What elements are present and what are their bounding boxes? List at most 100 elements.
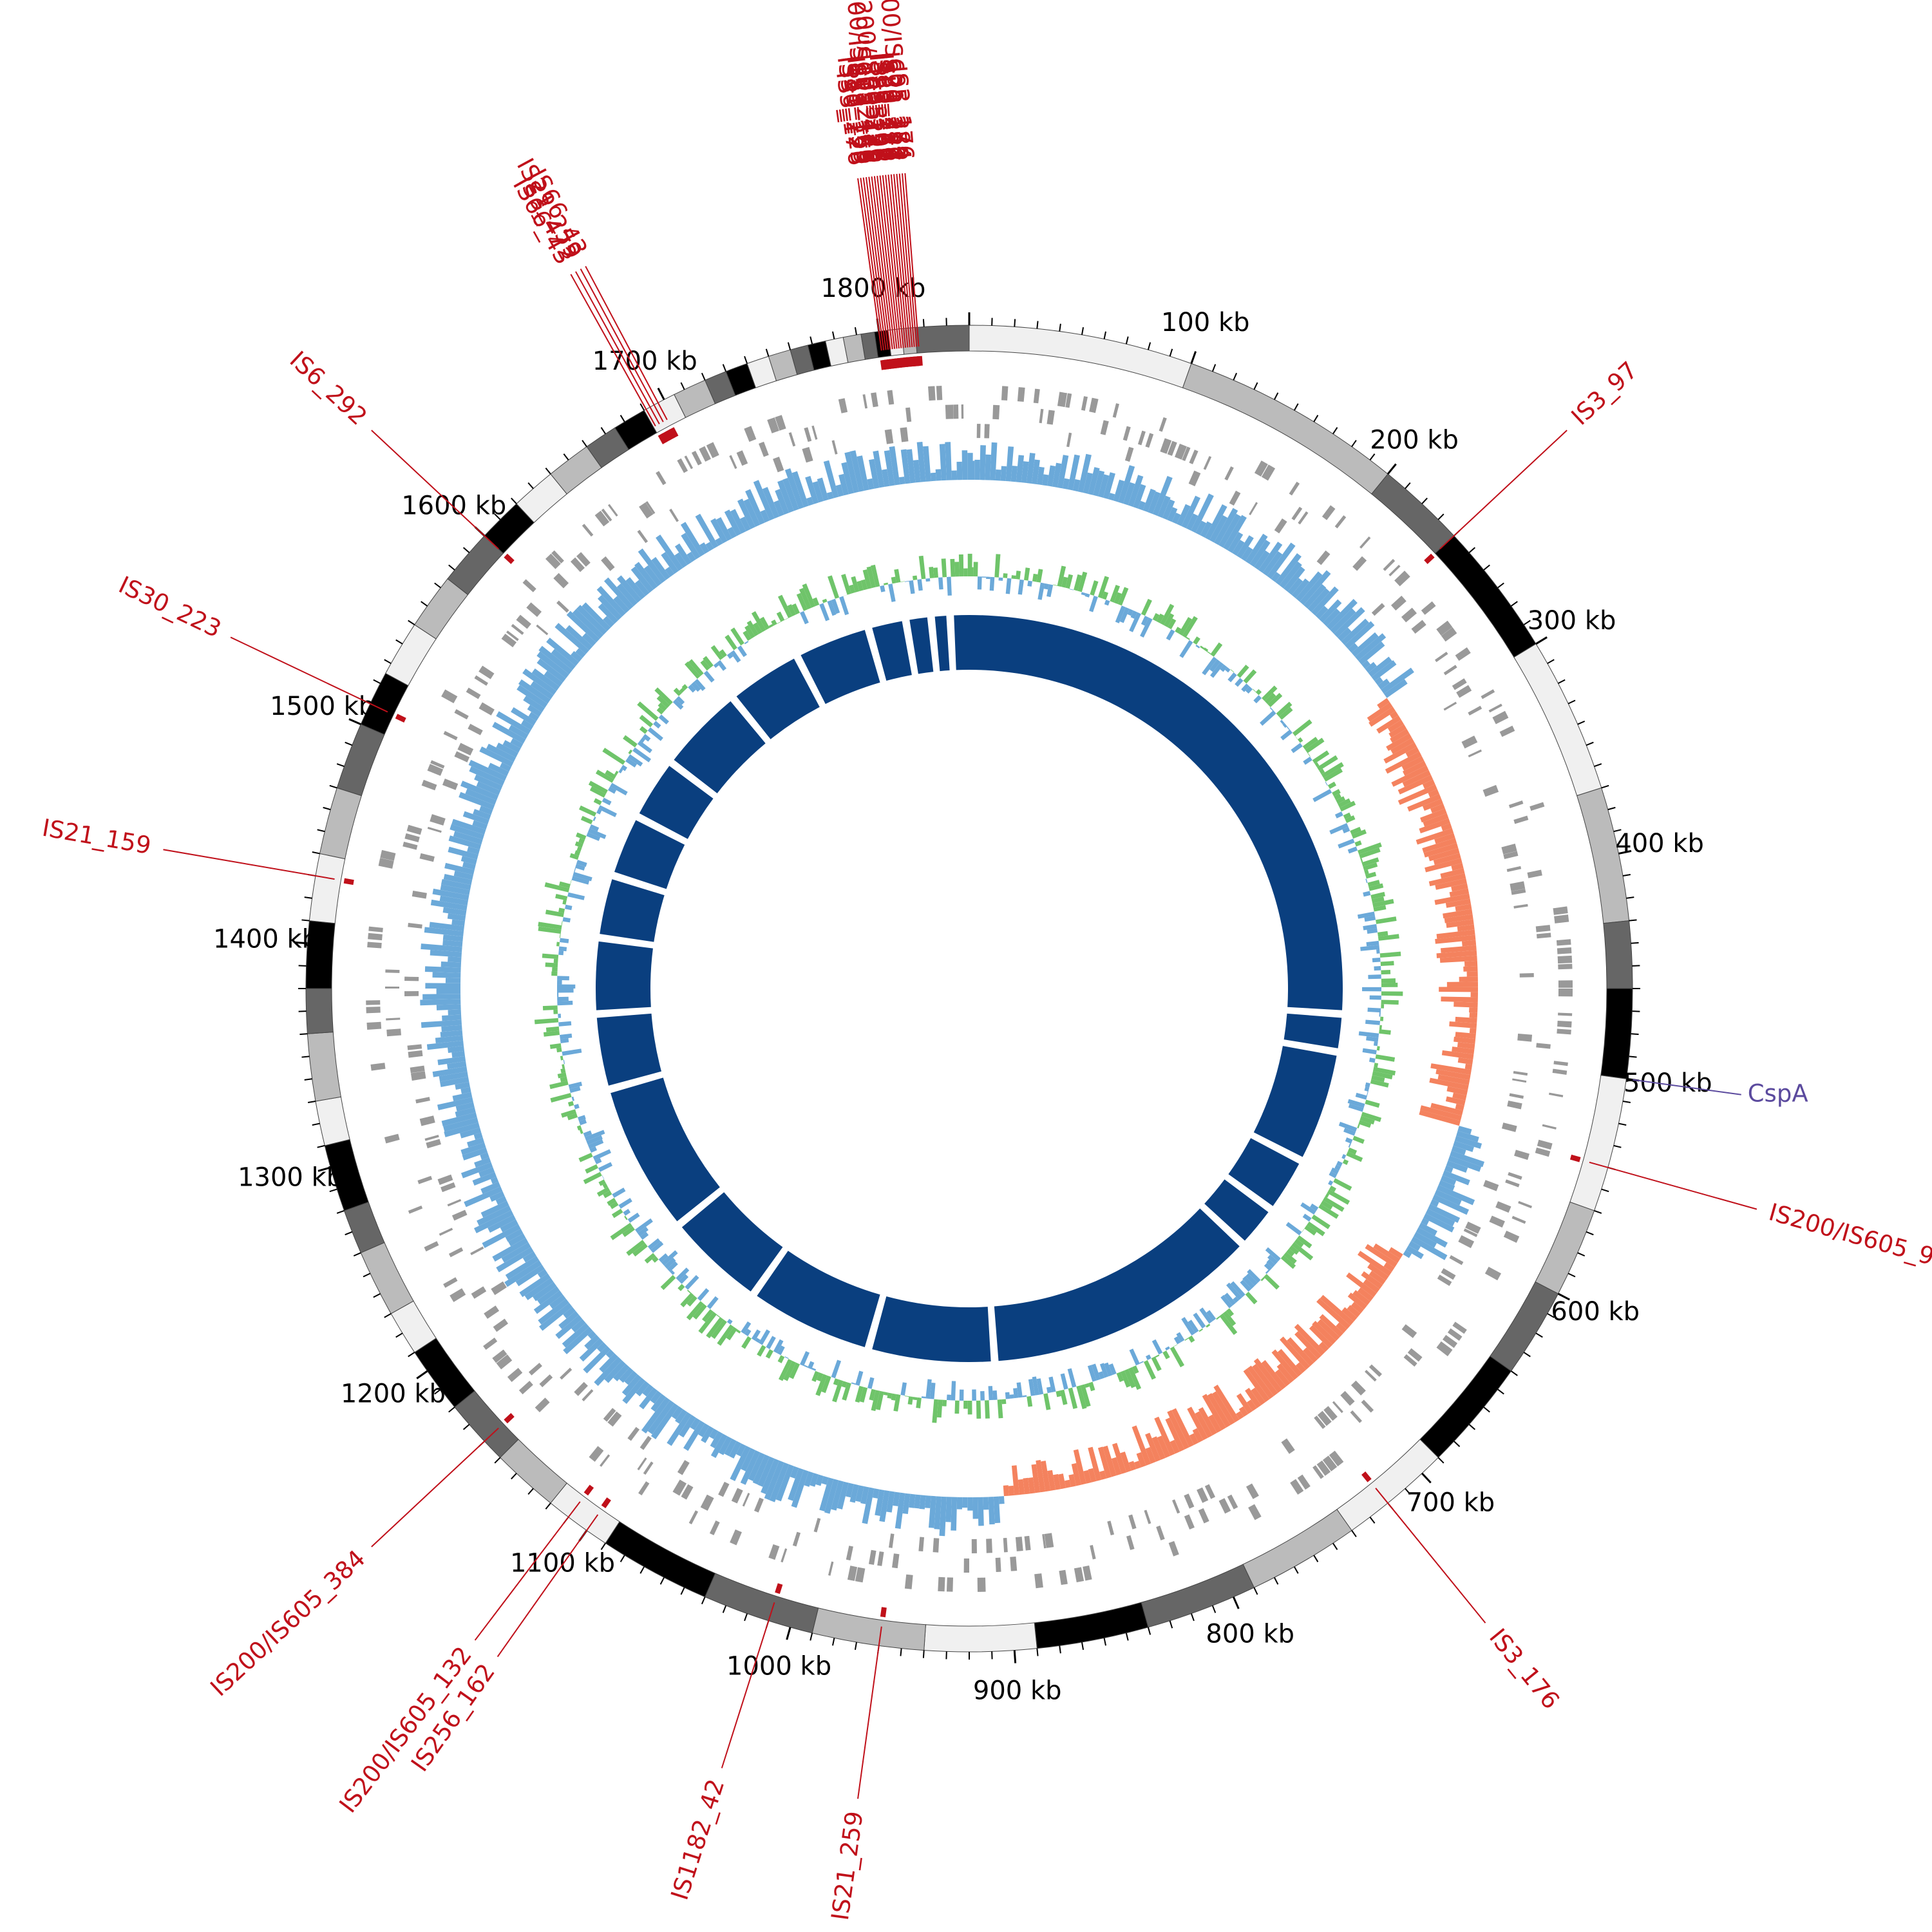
gc-content-bar xyxy=(777,594,793,618)
scale-tick xyxy=(922,319,925,327)
cds-block xyxy=(1254,460,1268,477)
gc-skew-bar xyxy=(571,650,583,663)
gc-skew-bar xyxy=(1274,1369,1291,1387)
gc-content-bar xyxy=(1341,1154,1347,1159)
gc-content-bar xyxy=(700,659,710,671)
gc-skew-bar xyxy=(1186,513,1198,531)
cds-block xyxy=(1332,1401,1343,1414)
gc-content-bar xyxy=(1365,1019,1381,1025)
cds-block xyxy=(385,969,400,973)
scale-tick xyxy=(545,1502,551,1510)
gc-content-bar xyxy=(612,1188,626,1198)
gc-content-bar xyxy=(1357,911,1375,919)
gc-skew-bar xyxy=(928,1495,936,1528)
cds-block xyxy=(656,471,667,486)
gc-skew-bar xyxy=(584,1334,600,1350)
gc-skew-bar xyxy=(821,1475,829,1485)
gc-content-bar xyxy=(658,702,667,712)
gc-skew-bar xyxy=(956,1497,963,1510)
gc-content-bar xyxy=(578,1115,586,1122)
cds-block xyxy=(637,529,649,544)
gc-skew-bar xyxy=(884,450,895,486)
cds-block xyxy=(601,508,612,522)
gc-content-bar xyxy=(1027,580,1032,587)
gc-skew-bar xyxy=(695,513,719,549)
cds-block xyxy=(1145,433,1154,448)
scale-tick xyxy=(1081,327,1084,336)
scale-label: 400 kb xyxy=(1615,829,1704,858)
gc-skew-bar xyxy=(1319,1314,1344,1338)
scale-tick xyxy=(854,327,857,336)
cds-block xyxy=(1507,1100,1522,1110)
gc-content-bar xyxy=(1373,1066,1396,1075)
scale-tick xyxy=(1622,1101,1631,1104)
gc-skew-bar xyxy=(1041,1461,1051,1492)
cds-block xyxy=(1274,518,1287,534)
scale-tick xyxy=(511,497,517,504)
gc-content-bar xyxy=(644,1253,656,1264)
cds-block xyxy=(380,849,396,861)
gc-content-bar xyxy=(574,867,576,873)
cds-track xyxy=(366,385,1573,1592)
gc-content-bar xyxy=(1003,573,1008,578)
gc-content-bar xyxy=(1280,719,1285,724)
gc-skew-bar xyxy=(681,533,701,560)
gc-content-bar xyxy=(565,904,573,911)
cds-block xyxy=(1368,1364,1382,1378)
gc-content-bar xyxy=(1286,1248,1295,1257)
cds-block xyxy=(1558,1012,1573,1016)
cds-block xyxy=(627,1426,640,1441)
cds-block xyxy=(1483,1180,1499,1191)
gc-skew-bar xyxy=(1209,515,1228,543)
gc-content-bar xyxy=(1089,595,1098,612)
scale-label: 500 kb xyxy=(1624,1068,1712,1098)
karyotype-band xyxy=(1535,1201,1595,1294)
gc-content-bar xyxy=(1338,798,1351,808)
scale-tick xyxy=(1103,331,1106,339)
gc-content-bar xyxy=(1336,796,1346,804)
gc-skew-bar xyxy=(804,1471,814,1487)
gc-content-bar xyxy=(1368,883,1384,891)
gc-skew-bar xyxy=(831,1480,844,1511)
gc-skew-bar xyxy=(621,1374,642,1396)
gc-skew-bar xyxy=(1463,965,1478,972)
cds-block xyxy=(594,511,610,527)
scale-tick xyxy=(1190,1613,1195,1622)
scale-tick xyxy=(384,1312,392,1318)
gc-skew-bar xyxy=(1307,588,1330,612)
cds-block xyxy=(1513,1070,1528,1076)
scale-tick xyxy=(1387,463,1397,475)
gc-content-bar xyxy=(607,1198,617,1206)
cds-block xyxy=(1403,1354,1417,1367)
cds-block xyxy=(768,1544,780,1560)
cds-block xyxy=(718,1481,730,1497)
scale-tick xyxy=(1601,784,1609,789)
gc-content-bar xyxy=(832,1379,844,1403)
gc-content-bar xyxy=(862,569,872,589)
gc-skew-bar xyxy=(1207,1393,1231,1428)
gc-content-bar xyxy=(557,976,569,981)
gc-skew-bar xyxy=(919,1495,926,1510)
gc-skew-bar xyxy=(1377,697,1390,710)
scale-tick xyxy=(1332,427,1338,435)
gc-content-bar xyxy=(909,580,915,594)
gc-skew-bar xyxy=(875,1489,885,1516)
gc-content-bar xyxy=(1156,613,1164,623)
cds-block xyxy=(492,1349,507,1363)
gc-skew-bar xyxy=(510,738,524,749)
cds-block xyxy=(744,426,757,442)
gc-content-bar xyxy=(563,1059,565,1065)
karyotype-band xyxy=(1569,1075,1627,1211)
cds-block xyxy=(1458,1235,1475,1249)
gc-content-bar xyxy=(904,580,909,582)
scale-tick xyxy=(1351,1530,1357,1537)
is-leader-line xyxy=(1375,1488,1486,1624)
scale-tick xyxy=(1577,1252,1586,1257)
gc-content-bar xyxy=(1289,1245,1300,1255)
gc-content-bar xyxy=(994,554,1001,578)
gc-skew-bar xyxy=(1428,789,1439,798)
gc-skew-bar xyxy=(462,811,489,825)
gc-skew-bar xyxy=(1367,1263,1389,1281)
is-leader-line xyxy=(163,849,335,880)
blast-segment xyxy=(954,615,969,670)
